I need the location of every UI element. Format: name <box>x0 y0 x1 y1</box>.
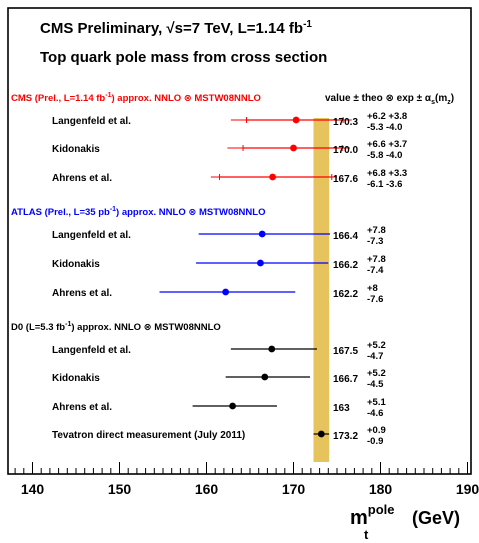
error-up-label: +6.2 +3.8 <box>367 111 407 122</box>
data-point <box>290 144 297 152</box>
value-label: 167.5 <box>333 346 358 357</box>
value-label: 173.2 <box>333 431 358 442</box>
error-down-label: -4.7 <box>367 351 383 362</box>
row-label: Ahrens et al. <box>52 173 112 184</box>
x-axis-title: mpole <box>350 502 395 529</box>
x-axis-label: mpole t (GeV) <box>350 502 460 542</box>
error-down-label: -4.5 <box>367 379 384 390</box>
error-up-label: +5.1 <box>367 397 386 408</box>
column-header: value ± theo ⊗ exp ± αs(mz) <box>325 93 454 106</box>
error-up-label: +8 <box>367 283 378 294</box>
plot-frame <box>7 7 472 475</box>
data-point <box>317 430 325 438</box>
error-up-label: +7.8 <box>367 225 386 236</box>
error-down-label: -5.3 -4.0 <box>367 122 402 133</box>
data-point <box>222 288 230 296</box>
x-tick-label: 150 <box>108 481 132 497</box>
row-label: Langenfeld et al. <box>52 345 131 356</box>
chart-title: CMS Preliminary, √s=7 TeV, L=1.14 fb-1 <box>40 19 312 37</box>
error-up-label: +7.8 <box>367 254 386 265</box>
value-label: 166.2 <box>333 260 358 271</box>
value-label: 163 <box>333 403 350 414</box>
error-down-label: -0.9 <box>367 436 383 447</box>
error-down-label: -7.3 <box>367 236 383 247</box>
reference-band <box>313 118 330 462</box>
title-layer: CMS Preliminary, √s=7 TeV, L=1.14 fb-1 T… <box>40 19 454 106</box>
data-point <box>261 373 269 381</box>
row-label: Langenfeld et al. <box>52 230 131 241</box>
row-label: Kidonakis <box>52 144 100 155</box>
error-up-label: +6.6 +3.7 <box>367 139 407 150</box>
data-point <box>229 402 237 410</box>
x-tick-label: 160 <box>195 481 219 497</box>
value-label: 170.0 <box>333 145 358 156</box>
error-down-label: -4.6 <box>367 408 383 419</box>
error-down-label: -7.6 <box>367 294 383 305</box>
value-label: 162.2 <box>333 289 358 300</box>
error-up-label: +5.2 <box>367 340 386 351</box>
x-axis-title-sub: t <box>364 527 369 542</box>
data-point <box>269 173 277 181</box>
row-label: Ahrens et al. <box>52 402 112 413</box>
value-label: 170.3 <box>333 117 358 128</box>
x-tick-label: 170 <box>282 481 306 497</box>
data-point <box>292 116 300 124</box>
data-point <box>257 259 264 267</box>
error-up-label: +5.2 <box>367 368 386 379</box>
x-tick-label: 140 <box>21 481 45 497</box>
group-header: D0 (L=5.3 fb-1) approx. NNLO ⊗ MSTW08NNL… <box>11 321 221 333</box>
x-axis: 140 150 160 170 180 190 <box>14 462 479 497</box>
frame-layer <box>7 7 472 475</box>
row-label: Kidonakis <box>52 259 100 270</box>
row-label: Ahrens et al. <box>52 288 112 299</box>
band-layer <box>313 118 330 462</box>
rows-layer: CMS (Prel., L=1.14 fb-1) approx. NNLO ⊗ … <box>11 92 407 447</box>
x-tick-label: 180 <box>369 481 393 497</box>
value-label: 166.7 <box>333 374 358 385</box>
error-up-label: +0.9 <box>367 425 386 436</box>
row-label: Tevatron direct measurement (July 2011) <box>52 430 245 441</box>
error-up-label: +6.8 +3.3 <box>367 168 407 179</box>
x-tick-label: 190 <box>456 481 479 497</box>
data-point <box>268 345 276 353</box>
value-label: 167.6 <box>333 174 358 185</box>
group-header: CMS (Prel., L=1.14 fb-1) approx. NNLO ⊗ … <box>11 92 261 104</box>
row-label: Langenfeld et al. <box>52 116 131 127</box>
error-down-label: -6.1 -3.6 <box>367 179 402 190</box>
error-down-label: -7.4 <box>367 265 384 276</box>
group-header: ATLAS (Prel., L=35 pb-1) approx. NNLO ⊗ … <box>11 206 265 218</box>
error-down-label: -5.8 -4.0 <box>367 150 402 161</box>
chart-subtitle: Top quark pole mass from cross section <box>40 49 327 66</box>
data-point <box>258 230 266 238</box>
x-axis-unit: (GeV) <box>412 508 460 528</box>
value-label: 166.4 <box>333 231 358 242</box>
row-label: Kidonakis <box>52 373 100 384</box>
